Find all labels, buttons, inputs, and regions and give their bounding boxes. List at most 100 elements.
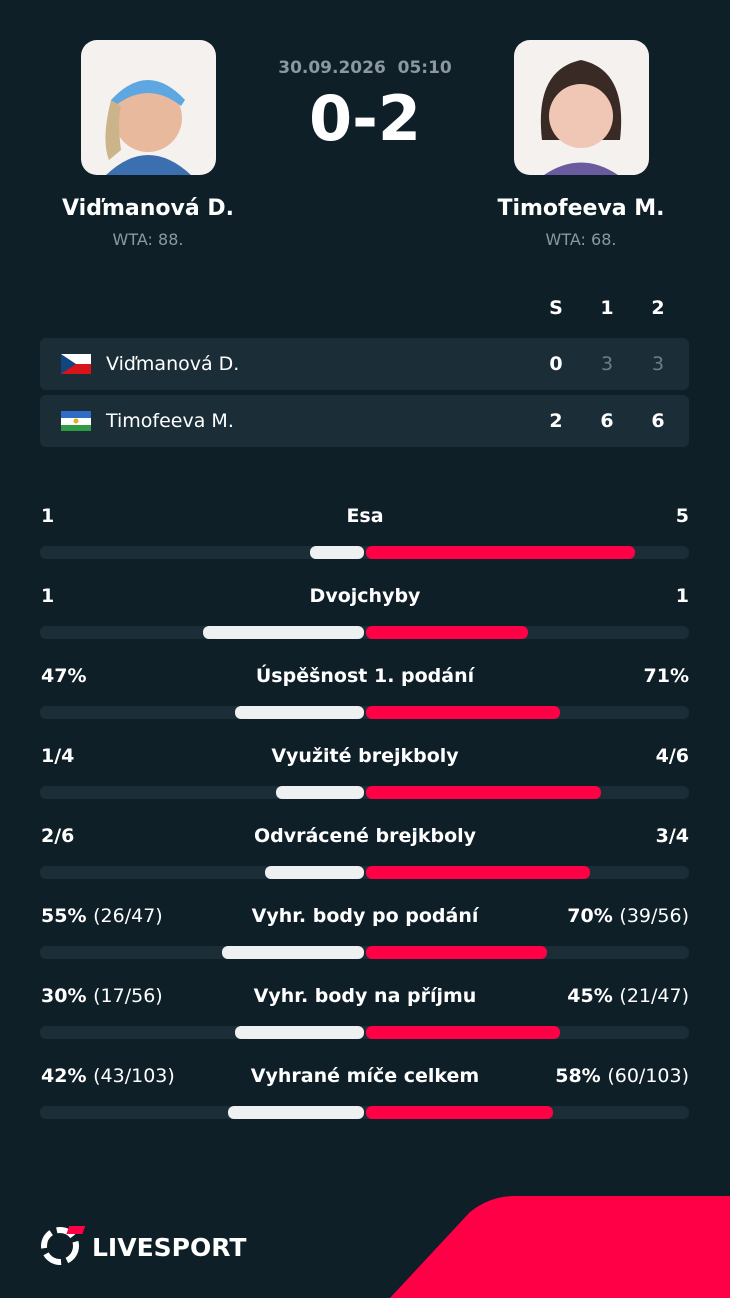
stat-row: 55% (26/47) 70% (39/56) Vyhr. body po podá… <box>0 905 730 965</box>
value: 71% <box>643 665 689 687</box>
avatar <box>540 60 622 175</box>
stat-value: 1 <box>41 505 54 527</box>
score: 6 <box>600 410 614 432</box>
match-score: 0-2 <box>308 82 422 155</box>
flag <box>61 354 91 374</box>
value: 47% <box>41 665 87 687</box>
bar-away <box>366 786 601 799</box>
bar-home <box>264 866 364 879</box>
stat-row: 1 5 Esa <box>0 505 730 565</box>
bar-track <box>40 546 689 559</box>
stat-label: Vyhr. body po podání <box>251 905 479 927</box>
stat-value: 47% <box>41 665 86 687</box>
score-row: Timofeeva M. 2 6 6 <box>40 395 689 447</box>
value: 42% <box>41 1065 87 1087</box>
bar-track <box>40 946 689 959</box>
value: 1/4 <box>41 745 75 767</box>
bar-track <box>40 1026 689 1039</box>
bar-away <box>366 946 547 959</box>
bar-away <box>366 546 636 559</box>
stat-row: 1/4 4/6 Využité brejkboly <box>0 745 730 805</box>
stat-row: 42% (43/103) 58% (60/103) Vyhrané míče cel… <box>0 1065 730 1125</box>
stat-value: 1/4 <box>41 745 74 767</box>
bar-home <box>228 1106 364 1119</box>
detail: (17/56) <box>93 985 163 1007</box>
bar-home <box>221 946 364 959</box>
value: 4/6 <box>655 745 689 767</box>
stat-label: Využité brejkboly <box>271 745 459 767</box>
value: 1 <box>41 505 55 527</box>
stat-value: 3/4 <box>656 825 689 847</box>
value: 58% <box>555 1065 601 1087</box>
stat-label: Vyhr. body na příjmu <box>253 985 477 1007</box>
flag <box>61 411 91 431</box>
score: 6 <box>651 410 665 432</box>
player-name: Viďmanová D. <box>106 353 240 375</box>
stat-value: 42% (43/103) <box>41 1065 175 1087</box>
value: 45% <box>567 985 613 1007</box>
bar-track <box>40 1106 689 1119</box>
player-rank: WTA: 88. <box>112 230 184 249</box>
footer: LIVESPORT <box>41 1196 730 1298</box>
bar-track <box>40 706 689 719</box>
bar-away <box>366 706 561 719</box>
bar-home <box>202 626 364 639</box>
value: 30% <box>41 985 87 1007</box>
bar-track <box>40 866 689 879</box>
stat-value: 30% (17/56) <box>41 985 163 1007</box>
stat-row: 2/6 3/4 Odvrácené brejkboly <box>0 825 730 885</box>
bar-away <box>366 866 590 879</box>
value: 55% <box>41 905 87 927</box>
stat-value: 70% (39/56) <box>567 905 689 927</box>
bar-away <box>366 1106 554 1119</box>
stat-value: 58% (60/103) <box>555 1065 689 1087</box>
stat-label: Dvojchyby <box>309 585 421 607</box>
detail: (21/47) <box>619 985 689 1007</box>
value: 70% <box>567 905 613 927</box>
date: 30.09.2026 <box>278 58 386 78</box>
stat-label: Úspěšnost 1. podání <box>255 665 475 687</box>
brand: LIVESPORT <box>92 1233 246 1262</box>
bar-away <box>366 626 528 639</box>
time: 05:10 <box>397 58 452 78</box>
stat-row: 1 1 Dvojchyby <box>0 585 730 645</box>
column-header: 1 <box>600 297 614 319</box>
stat-value: 1 <box>41 585 54 607</box>
value: 5 <box>675 505 689 527</box>
stat-value: 2/6 <box>41 825 74 847</box>
bar-away <box>366 1026 560 1039</box>
stat-value: 71% <box>644 665 689 687</box>
stat-value: 5 <box>676 505 689 527</box>
avatar <box>105 80 191 175</box>
player-rank: WTA: 68. <box>545 230 617 249</box>
bar-home <box>310 546 364 559</box>
bar-track <box>40 626 689 639</box>
score-row: Viďmanová D. 0 3 3 <box>40 338 689 390</box>
detail: (60/103) <box>607 1065 689 1087</box>
player-name: Timofeeva M. <box>106 410 234 432</box>
score: 3 <box>651 353 665 375</box>
stat-row: 30% (17/56) 45% (21/47) Vyhr. body na příj… <box>0 985 730 1045</box>
match-datetime: 30.09.2026 05:10 <box>278 58 452 78</box>
bar-home <box>235 706 364 719</box>
stat-value: 45% (21/47) <box>567 985 689 1007</box>
value: 3/4 <box>655 825 689 847</box>
detail: (43/103) <box>93 1065 175 1087</box>
player-photo <box>81 40 216 175</box>
player-name: Viďmanová D. <box>62 196 234 221</box>
stat-row: 47% 71% Úspěšnost 1. podání <box>0 665 730 725</box>
stat-label: Odvrácené brejkboly <box>253 825 477 847</box>
column-header: 2 <box>651 297 665 319</box>
bar-track <box>40 786 689 799</box>
stat-value: 1 <box>676 585 689 607</box>
bar-home <box>234 1026 364 1039</box>
player-photo <box>514 40 649 175</box>
score: 0 <box>549 353 563 375</box>
score: 3 <box>600 353 614 375</box>
detail: (39/56) <box>619 905 689 927</box>
bar-home <box>275 786 364 799</box>
detail: (26/47) <box>93 905 163 927</box>
score: 2 <box>549 410 563 432</box>
column-header: S <box>549 297 563 319</box>
